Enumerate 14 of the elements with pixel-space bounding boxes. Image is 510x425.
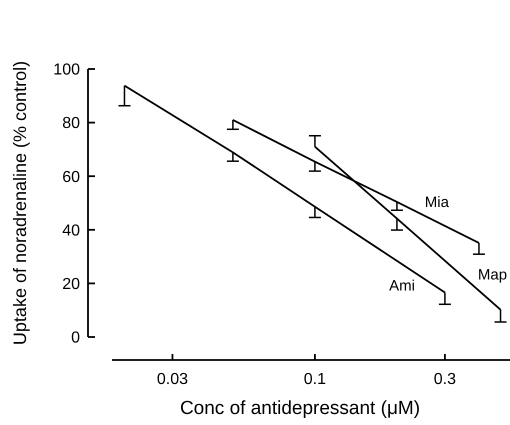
y-tick-label: 100 bbox=[53, 62, 80, 79]
x-tick-label: 0.03 bbox=[156, 371, 188, 388]
series-label: Mia bbox=[424, 194, 450, 211]
y-tick-label: 80 bbox=[62, 115, 80, 132]
x-axis-title: Conc of antidepressant (μM) bbox=[180, 398, 420, 419]
series-label: Map bbox=[478, 266, 508, 284]
y-tick-label: 20 bbox=[62, 276, 80, 293]
x-tick-label: 0.3 bbox=[434, 371, 456, 388]
y-tick-label: 60 bbox=[62, 168, 80, 186]
y-tick-label: 0 bbox=[71, 330, 80, 347]
x-tick-label: 0.1 bbox=[304, 371, 326, 388]
series-label: Ami bbox=[389, 278, 415, 295]
y-axis-title: Uptake of noradrenaline (% control) bbox=[10, 60, 30, 346]
y-tick-label: 40 bbox=[62, 222, 80, 240]
